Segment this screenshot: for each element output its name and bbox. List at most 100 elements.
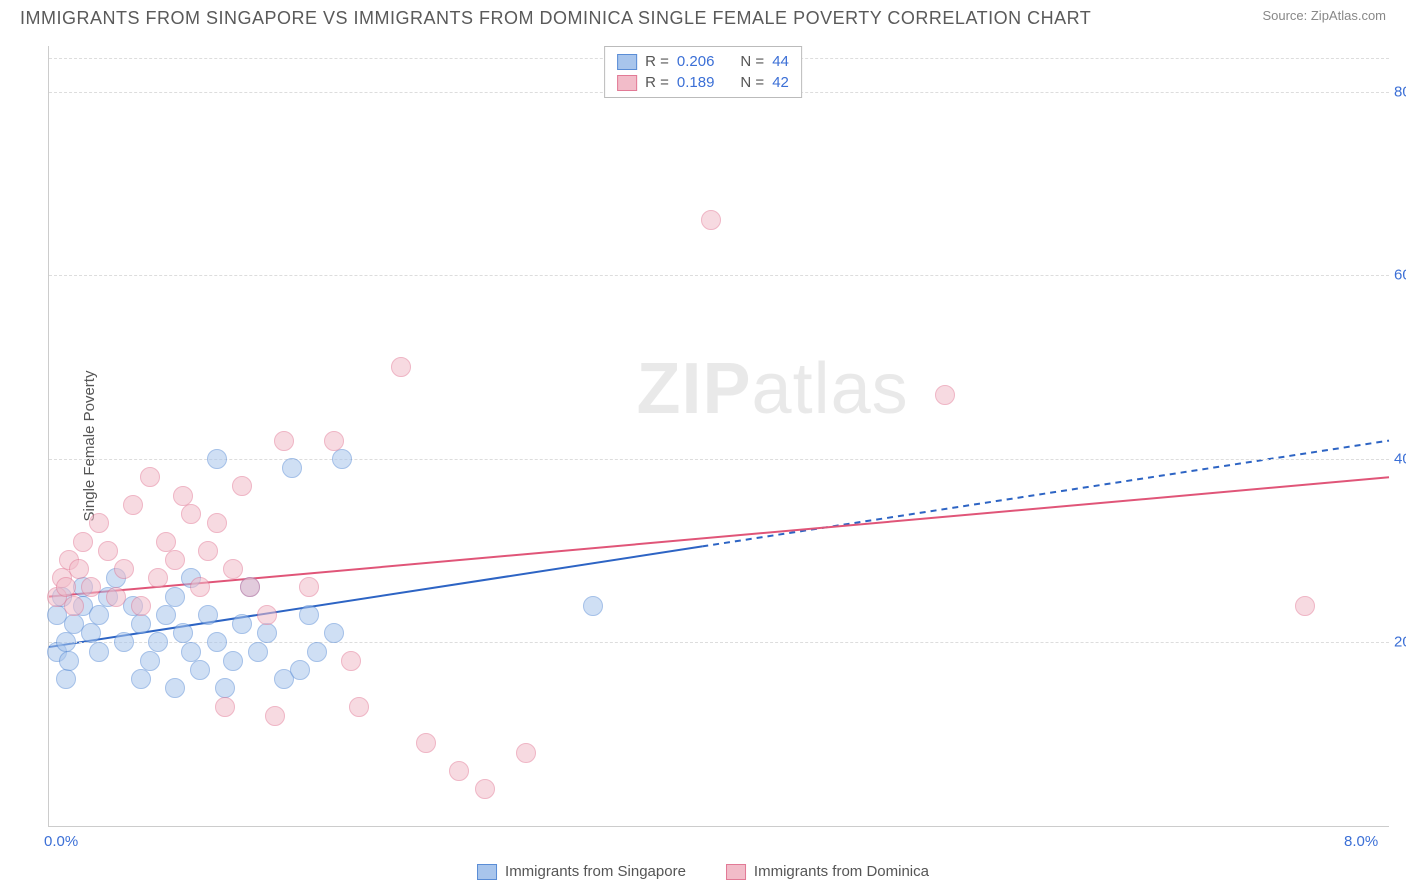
data-point-dominica xyxy=(173,486,193,506)
data-point-dominica xyxy=(131,596,151,616)
stat-n-label: N = xyxy=(740,53,764,70)
data-point-singapore xyxy=(56,632,76,652)
y-tick-label: 40.0% xyxy=(1394,450,1406,467)
data-point-singapore xyxy=(165,678,185,698)
data-point-dominica xyxy=(64,596,84,616)
stat-n-value: 42 xyxy=(772,74,789,91)
legend-item-dominica: Immigrants from Dominica xyxy=(726,863,929,880)
data-point-dominica xyxy=(81,577,101,597)
data-point-singapore xyxy=(56,669,76,689)
data-point-singapore xyxy=(81,623,101,643)
legend-label: Immigrants from Singapore xyxy=(505,863,686,880)
data-point-dominica xyxy=(165,550,185,570)
data-point-dominica xyxy=(198,541,218,561)
stat-r-label: R = xyxy=(645,74,669,91)
data-point-singapore xyxy=(207,449,227,469)
data-point-singapore xyxy=(282,458,302,478)
data-point-dominica xyxy=(516,743,536,763)
data-point-dominica xyxy=(140,467,160,487)
data-point-dominica xyxy=(114,559,134,579)
data-point-dominica xyxy=(123,495,143,515)
data-point-singapore xyxy=(299,605,319,625)
chart-plot-area: ZIPatlas 20.0%40.0%60.0%80.0%0.0%8.0% xyxy=(48,46,1389,827)
data-point-singapore xyxy=(248,642,268,662)
data-point-singapore xyxy=(89,642,109,662)
data-point-dominica xyxy=(223,559,243,579)
stats-row-dominica: R = 0.189 N = 42 xyxy=(617,72,789,93)
stat-n-label: N = xyxy=(740,74,764,91)
trendline-dashed-singapore xyxy=(702,441,1389,547)
data-point-dominica xyxy=(156,532,176,552)
data-point-dominica xyxy=(56,577,76,597)
data-point-singapore xyxy=(257,623,277,643)
data-point-dominica xyxy=(232,476,252,496)
data-point-singapore xyxy=(583,596,603,616)
data-point-singapore xyxy=(215,678,235,698)
data-point-dominica xyxy=(935,385,955,405)
trend-lines-svg xyxy=(49,46,1389,826)
stats-row-singapore: R = 0.206 N = 44 xyxy=(617,51,789,72)
data-point-singapore xyxy=(198,605,218,625)
data-point-dominica xyxy=(324,431,344,451)
gridline xyxy=(49,459,1389,460)
data-point-dominica xyxy=(299,577,319,597)
data-point-singapore xyxy=(190,660,210,680)
data-point-dominica xyxy=(98,541,118,561)
legend-item-singapore: Immigrants from Singapore xyxy=(477,863,686,880)
data-point-singapore xyxy=(156,605,176,625)
legend-label: Immigrants from Dominica xyxy=(754,863,929,880)
data-point-dominica xyxy=(449,761,469,781)
y-tick-label: 20.0% xyxy=(1394,634,1406,651)
chart-title: IMMIGRANTS FROM SINGAPORE VS IMMIGRANTS … xyxy=(20,8,1091,29)
gridline xyxy=(49,642,1389,643)
data-point-dominica xyxy=(341,651,361,671)
data-point-dominica xyxy=(1295,596,1315,616)
bottom-legend: Immigrants from Singapore Immigrants from… xyxy=(477,863,929,880)
data-point-dominica xyxy=(274,431,294,451)
data-point-singapore xyxy=(131,614,151,634)
swatch-icon xyxy=(617,75,637,91)
x-tick-label: 8.0% xyxy=(1344,833,1378,850)
data-point-dominica xyxy=(106,587,126,607)
data-point-dominica xyxy=(240,577,260,597)
x-tick-label: 0.0% xyxy=(44,833,78,850)
data-point-dominica xyxy=(207,513,227,533)
data-point-singapore xyxy=(223,651,243,671)
data-point-singapore xyxy=(207,632,227,652)
data-point-dominica xyxy=(190,577,210,597)
data-point-singapore xyxy=(173,623,193,643)
data-point-singapore xyxy=(59,651,79,671)
data-point-dominica xyxy=(265,706,285,726)
correlation-stats-box: R = 0.206 N = 44 R = 0.189 N = 42 xyxy=(604,46,802,98)
y-tick-label: 60.0% xyxy=(1394,267,1406,284)
y-tick-label: 80.0% xyxy=(1394,83,1406,100)
data-point-dominica xyxy=(475,779,495,799)
data-point-singapore xyxy=(131,669,151,689)
source-label: Source: ZipAtlas.com xyxy=(1262,8,1386,23)
data-point-singapore xyxy=(324,623,344,643)
data-point-dominica xyxy=(391,357,411,377)
data-point-singapore xyxy=(165,587,185,607)
data-point-singapore xyxy=(89,605,109,625)
stat-r-label: R = xyxy=(645,53,669,70)
data-point-dominica xyxy=(148,568,168,588)
stat-r-value: 0.189 xyxy=(677,74,715,91)
swatch-icon xyxy=(726,864,746,880)
data-point-singapore xyxy=(148,632,168,652)
gridline xyxy=(49,275,1389,276)
data-point-dominica xyxy=(416,733,436,753)
data-point-singapore xyxy=(114,632,134,652)
data-point-singapore xyxy=(140,651,160,671)
data-point-dominica xyxy=(69,559,89,579)
swatch-icon xyxy=(617,54,637,70)
data-point-dominica xyxy=(181,504,201,524)
data-point-singapore xyxy=(232,614,252,634)
data-point-dominica xyxy=(349,697,369,717)
data-point-dominica xyxy=(257,605,277,625)
data-point-dominica xyxy=(215,697,235,717)
swatch-icon xyxy=(477,864,497,880)
data-point-dominica xyxy=(89,513,109,533)
stat-n-value: 44 xyxy=(772,53,789,70)
data-point-singapore xyxy=(332,449,352,469)
stat-r-value: 0.206 xyxy=(677,53,715,70)
